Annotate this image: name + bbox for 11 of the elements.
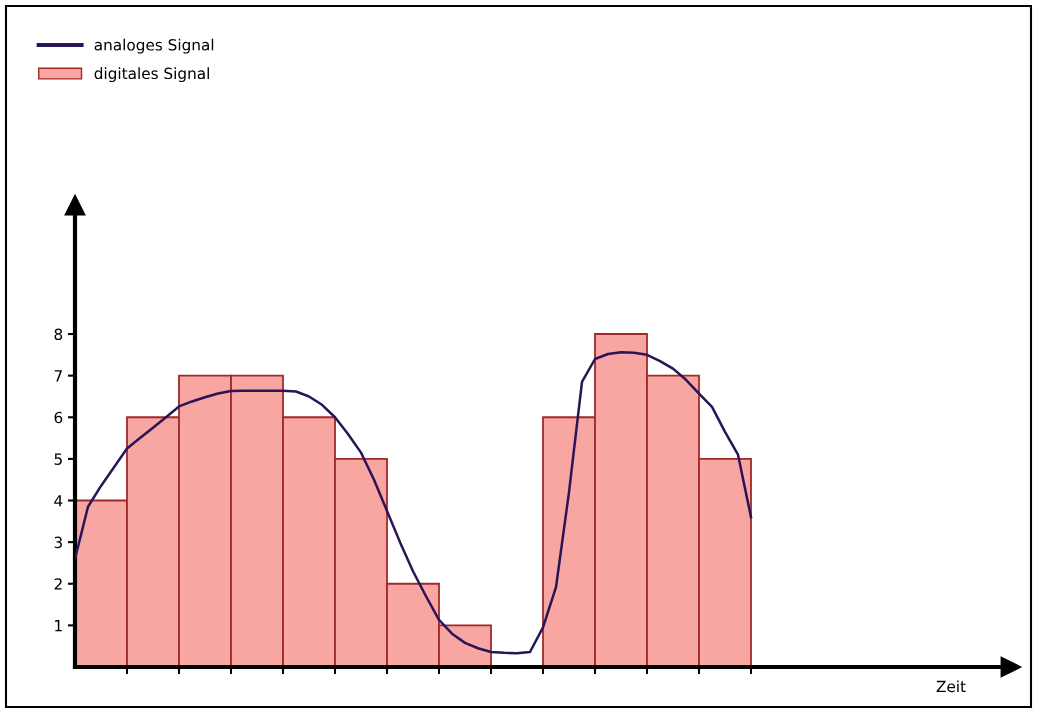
y-tick-label: 6	[54, 411, 63, 424]
y-tick-label: 4	[54, 495, 63, 507]
legend-label: analoges Signal	[94, 38, 214, 54]
y-tick-label: 3	[54, 536, 62, 549]
y-tick-label: 7	[54, 370, 62, 382]
y-tick-label: 8	[54, 328, 63, 341]
legend-label: digitales Signal	[94, 67, 209, 83]
x-axis-title: Zeit	[936, 680, 966, 693]
y-tick-label: 2	[54, 578, 62, 590]
y-tick-label: 1	[55, 620, 62, 632]
y-tick-label: 5	[54, 453, 62, 465]
